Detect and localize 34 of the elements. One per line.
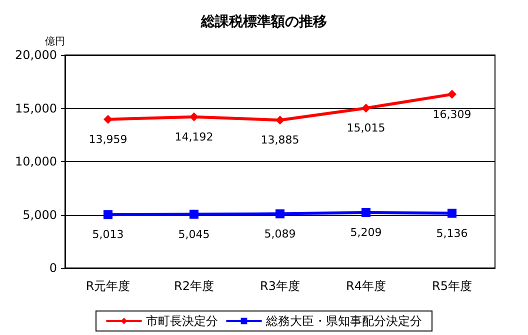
data-label: 5,013 [92, 228, 124, 242]
chart-title: 総課税標準額の推移 [200, 13, 327, 30]
point [276, 116, 284, 125]
y-tick-label: 10,000 [15, 154, 57, 168]
data-label: 5,209 [350, 226, 382, 240]
data-label: 5,089 [264, 227, 296, 240]
data-label: 15,015 [346, 122, 386, 135]
data-label: 14,192 [174, 130, 214, 144]
y-tick-label: 5,000 [22, 208, 57, 222]
data-label: 13,959 [88, 132, 128, 146]
point [448, 90, 456, 99]
legend-label: 総務大臣・県知事配分決定分 [265, 314, 422, 328]
data-label: 13,885 [260, 134, 300, 147]
y-tick-label: 0 [49, 261, 57, 275]
x-tick-label: R元年度 [86, 279, 130, 293]
legend-label: 市町長決定分 [146, 314, 218, 328]
point [190, 112, 198, 122]
point [104, 114, 112, 124]
data-label: 5,045 [178, 228, 210, 241]
y-tick-label: 20,000 [15, 48, 57, 62]
y-tick-label: 15,000 [15, 101, 57, 116]
point [362, 208, 370, 218]
y-axis-title: 億円 [45, 36, 65, 48]
x-tick-label: R4年度 [346, 279, 386, 293]
point [276, 209, 284, 218]
point [104, 210, 112, 220]
x-tick-label: R3年度 [260, 279, 300, 293]
point [448, 208, 456, 218]
data-label: 5,136 [436, 226, 468, 240]
point [362, 104, 370, 113]
point [190, 210, 198, 219]
x-tick-label: R5年度 [432, 279, 472, 293]
x-tick-label: R2年度 [174, 279, 214, 293]
data-label: 16,309 [432, 108, 472, 121]
